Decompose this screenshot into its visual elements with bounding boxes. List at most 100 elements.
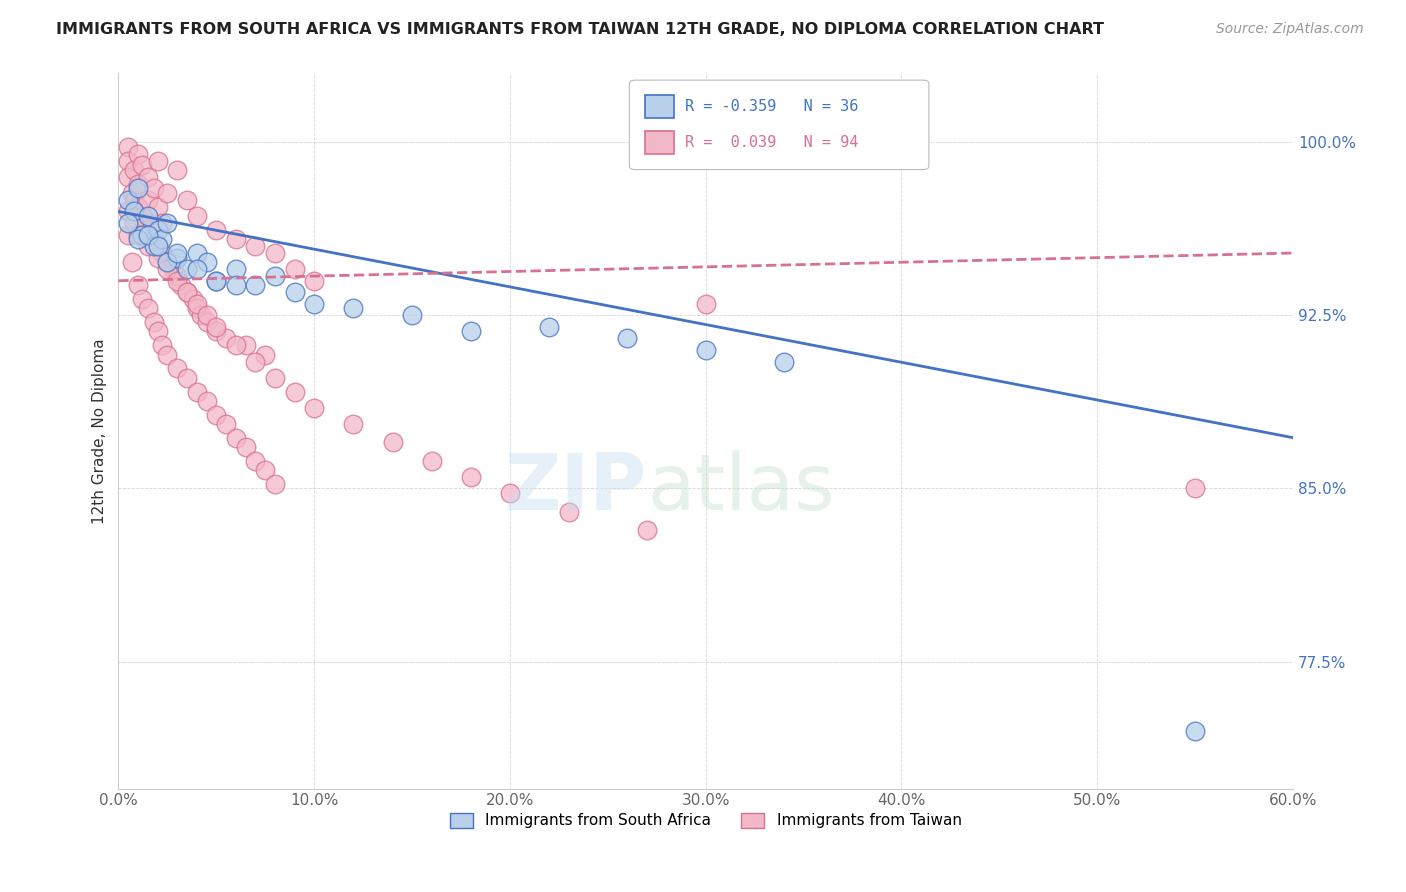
Point [122,162,145,177]
Point [142,315,165,329]
Point [264,370,287,384]
Point [166,251,188,265]
Point [264,246,287,260]
Point [381,435,404,450]
Legend: Immigrants from South Africa, Immigrants from Taiwan: Immigrants from South Africa, Immigrants… [444,806,967,835]
Point [235,338,257,352]
Point [264,269,287,284]
Point [302,401,325,415]
Point [186,384,208,399]
Point [122,193,145,207]
Point [156,262,179,277]
Point [122,216,145,230]
Point [773,354,796,368]
Point [176,262,198,277]
Point [117,153,139,168]
Point [127,278,149,293]
Point [176,285,198,300]
Point [695,297,717,311]
Point [254,463,277,477]
Point [136,193,159,207]
Text: atlas: atlas [647,450,835,526]
Point [136,169,159,184]
Point [136,301,159,316]
Point [186,301,208,316]
Point [156,255,179,269]
Point [131,158,153,172]
Point [117,140,139,154]
FancyBboxPatch shape [630,80,929,169]
Point [460,325,482,339]
Point [190,309,212,323]
Point [162,262,184,277]
Point [127,177,149,191]
Point [205,408,228,422]
Point [616,331,638,345]
Y-axis label: 12th Grade, No Diploma: 12th Grade, No Diploma [93,338,107,524]
Point [136,239,159,253]
Point [127,146,149,161]
Point [117,169,139,184]
Point [166,162,188,177]
Point [131,227,153,242]
Point [205,274,228,288]
Point [186,246,208,260]
Point [136,223,159,237]
Point [225,431,247,445]
Point [205,274,228,288]
Point [127,232,149,246]
Point [131,209,153,223]
Point [420,454,443,468]
Point [186,209,208,223]
Point [225,262,247,277]
Point [166,361,188,376]
Point [186,262,208,277]
Point [215,417,238,431]
Point [117,193,139,207]
Point [127,181,149,195]
Point [460,470,482,484]
Point [695,343,717,357]
Point [146,200,169,214]
Point [142,239,165,253]
Point [342,417,364,431]
Point [245,239,267,253]
Point [170,278,193,293]
Point [117,216,139,230]
Bar [644,131,673,153]
Point [146,239,169,253]
Point [264,476,287,491]
Point [225,232,247,246]
Text: R = -0.359   N = 36: R = -0.359 N = 36 [685,99,858,114]
Point [131,292,153,306]
Point [117,204,139,219]
Point [284,262,307,277]
Point [557,504,579,518]
Point [176,285,198,300]
Point [127,227,149,242]
Point [146,251,169,265]
Point [538,319,561,334]
Point [186,297,208,311]
Point [284,285,307,300]
Point [181,292,204,306]
Point [156,348,179,362]
Point [146,239,169,253]
Point [636,523,658,537]
Point [195,315,218,329]
Point [1184,723,1206,738]
Point [127,200,149,214]
Point [254,348,277,362]
Point [205,325,228,339]
Point [205,223,228,237]
Point [195,393,218,408]
Point [342,301,364,316]
Point [146,223,169,237]
Point [176,193,198,207]
Point [156,186,179,200]
Text: Source: ZipAtlas.com: Source: ZipAtlas.com [1216,22,1364,37]
Bar [644,95,673,118]
Point [166,246,188,260]
Point [150,338,173,352]
Point [166,274,188,288]
